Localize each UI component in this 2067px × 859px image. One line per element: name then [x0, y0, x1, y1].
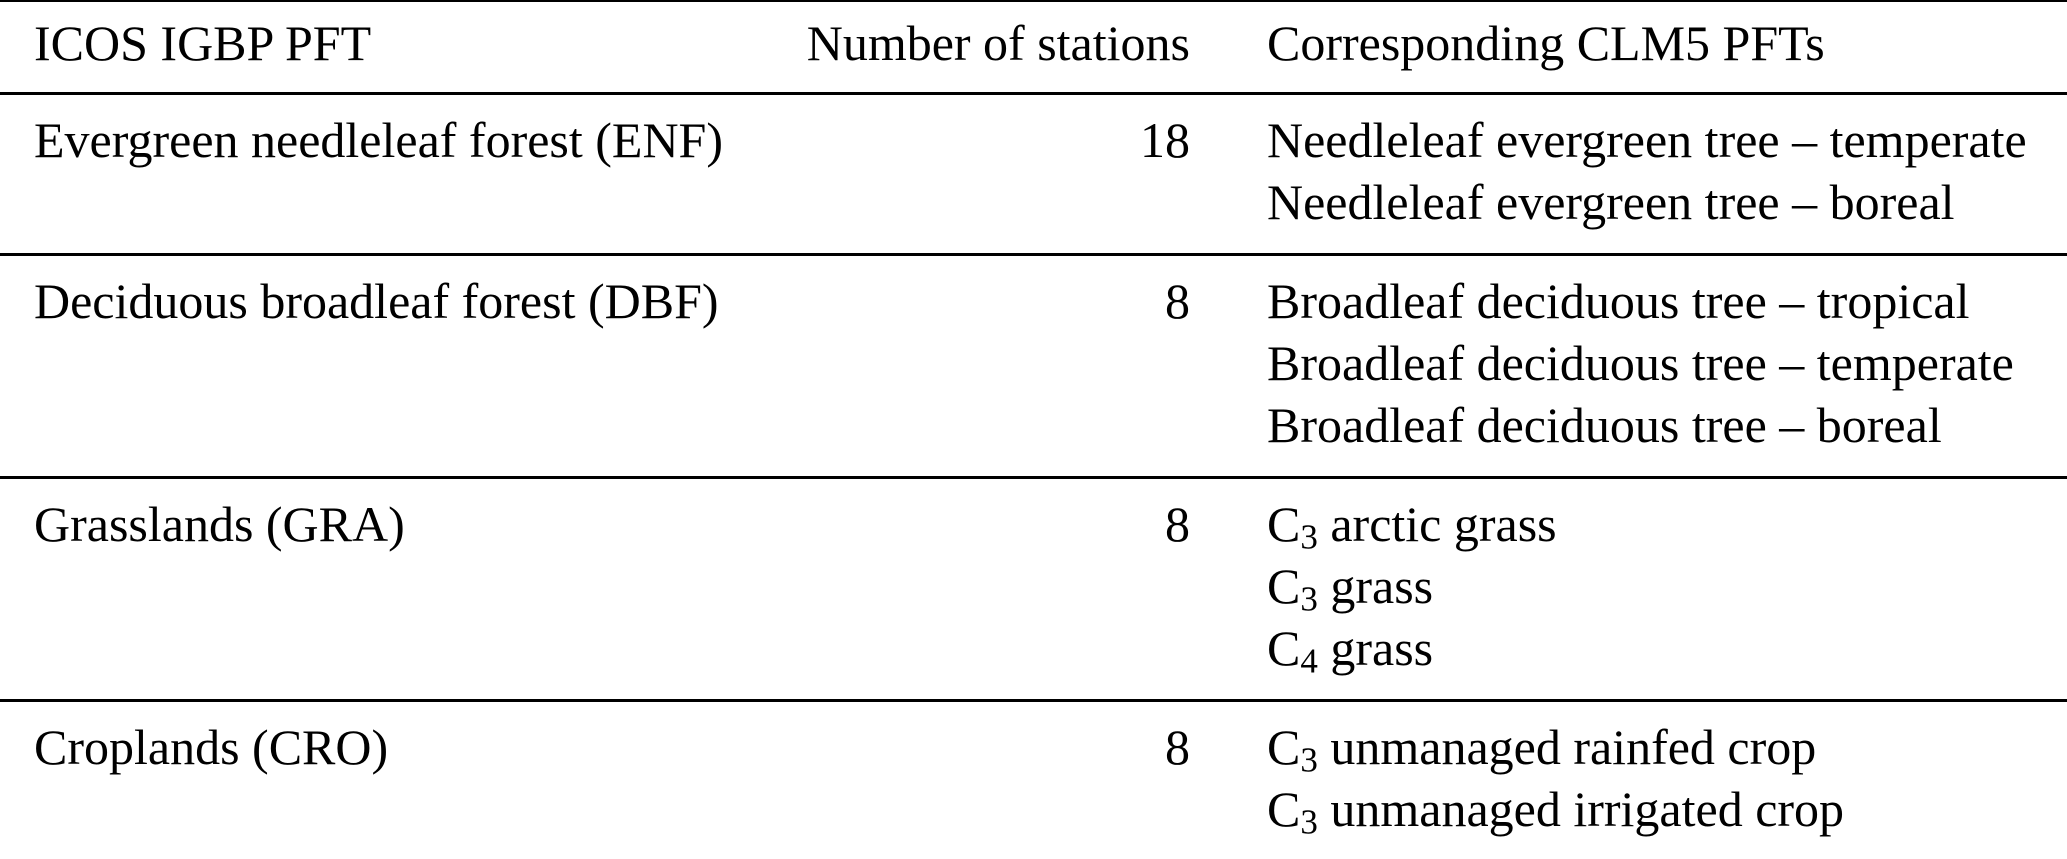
clm5-rest: grass: [1317, 620, 1434, 676]
header-number-of-stations: Number of stations: [806, 15, 1190, 71]
pft-name: Grasslands (GRA): [34, 496, 405, 552]
station-count: 18: [1140, 112, 1190, 168]
clm5-pft-list: C3 unmanaged rainfed crop C3 unmanaged i…: [1190, 702, 2067, 859]
clm5-pft-list: C3 arctic grass C3 grass C4 grass: [1190, 479, 2067, 699]
clm5-base: C: [1267, 719, 1301, 775]
station-count: 8: [1165, 273, 1190, 329]
clm5-base: C: [1267, 781, 1301, 837]
clm5-subscript: 3: [1300, 802, 1318, 842]
clm5-pft-line: Needleleaf evergreen tree – boreal: [1267, 174, 1955, 230]
station-count: 8: [1165, 496, 1190, 552]
clm5-subscript: 3: [1300, 740, 1318, 780]
clm5-pft-line: Broadleaf deciduous tree – temperate: [1267, 335, 2014, 391]
clm5-pft-line: Needleleaf evergreen tree – temperate: [1267, 112, 2027, 168]
clm5-pft-line: Broadleaf deciduous tree – boreal: [1267, 397, 1942, 453]
table-row-cro: Croplands (CRO) 8 C3 unmanaged rainfed c…: [0, 699, 2067, 859]
clm5-pft-line: C3 unmanaged irrigated crop: [1267, 778, 2057, 840]
table-row-gra: Grasslands (GRA) 8 C3 arctic grass C3 gr…: [0, 476, 2067, 699]
clm5-pft-line: C3 arctic grass: [1267, 493, 2057, 555]
clm5-rest: unmanaged rainfed crop: [1317, 719, 1817, 775]
header-corresponding-clm5-pfts: Corresponding CLM5 PFTs: [1267, 15, 1825, 71]
clm5-rest: unmanaged irrigated crop: [1317, 781, 1845, 837]
clm5-base: C: [1267, 620, 1301, 676]
clm5-subscript: 4: [1300, 641, 1318, 681]
clm5-subscript: 3: [1300, 517, 1318, 557]
station-count: 8: [1165, 719, 1190, 775]
table-header-row: ICOS IGBP PFT Number of stations Corresp…: [0, 0, 2067, 92]
clm5-subscript: 3: [1300, 579, 1318, 619]
table-row-enf: Evergreen needleleaf forest (ENF) 18 Nee…: [0, 92, 2067, 253]
clm5-pft-line: Broadleaf deciduous tree – tropical: [1267, 273, 1970, 329]
pft-name: Deciduous broadleaf forest (DBF): [34, 273, 719, 329]
table-row-dbf: Deciduous broadleaf forest (DBF) 8 Broad…: [0, 253, 2067, 476]
clm5-rest: arctic grass: [1317, 496, 1557, 552]
clm5-rest: grass: [1317, 558, 1434, 614]
header-icos-igbp-pft: ICOS IGBP PFT: [34, 15, 372, 71]
clm5-pft-line: C3 unmanaged rainfed crop: [1267, 716, 2057, 778]
pft-name: Croplands (CRO): [34, 719, 389, 775]
clm5-pft-list: Broadleaf deciduous tree – tropical Broa…: [1190, 256, 2067, 476]
clm5-pft-line: C4 grass: [1267, 617, 2057, 679]
clm5-pft-line: C3 grass: [1267, 555, 2057, 617]
clm5-base: C: [1267, 496, 1301, 552]
clm5-base: C: [1267, 558, 1301, 614]
clm5-pft-list: Needleleaf evergreen tree – temperate Ne…: [1190, 95, 2067, 253]
pft-name: Evergreen needleleaf forest (ENF): [34, 112, 724, 168]
